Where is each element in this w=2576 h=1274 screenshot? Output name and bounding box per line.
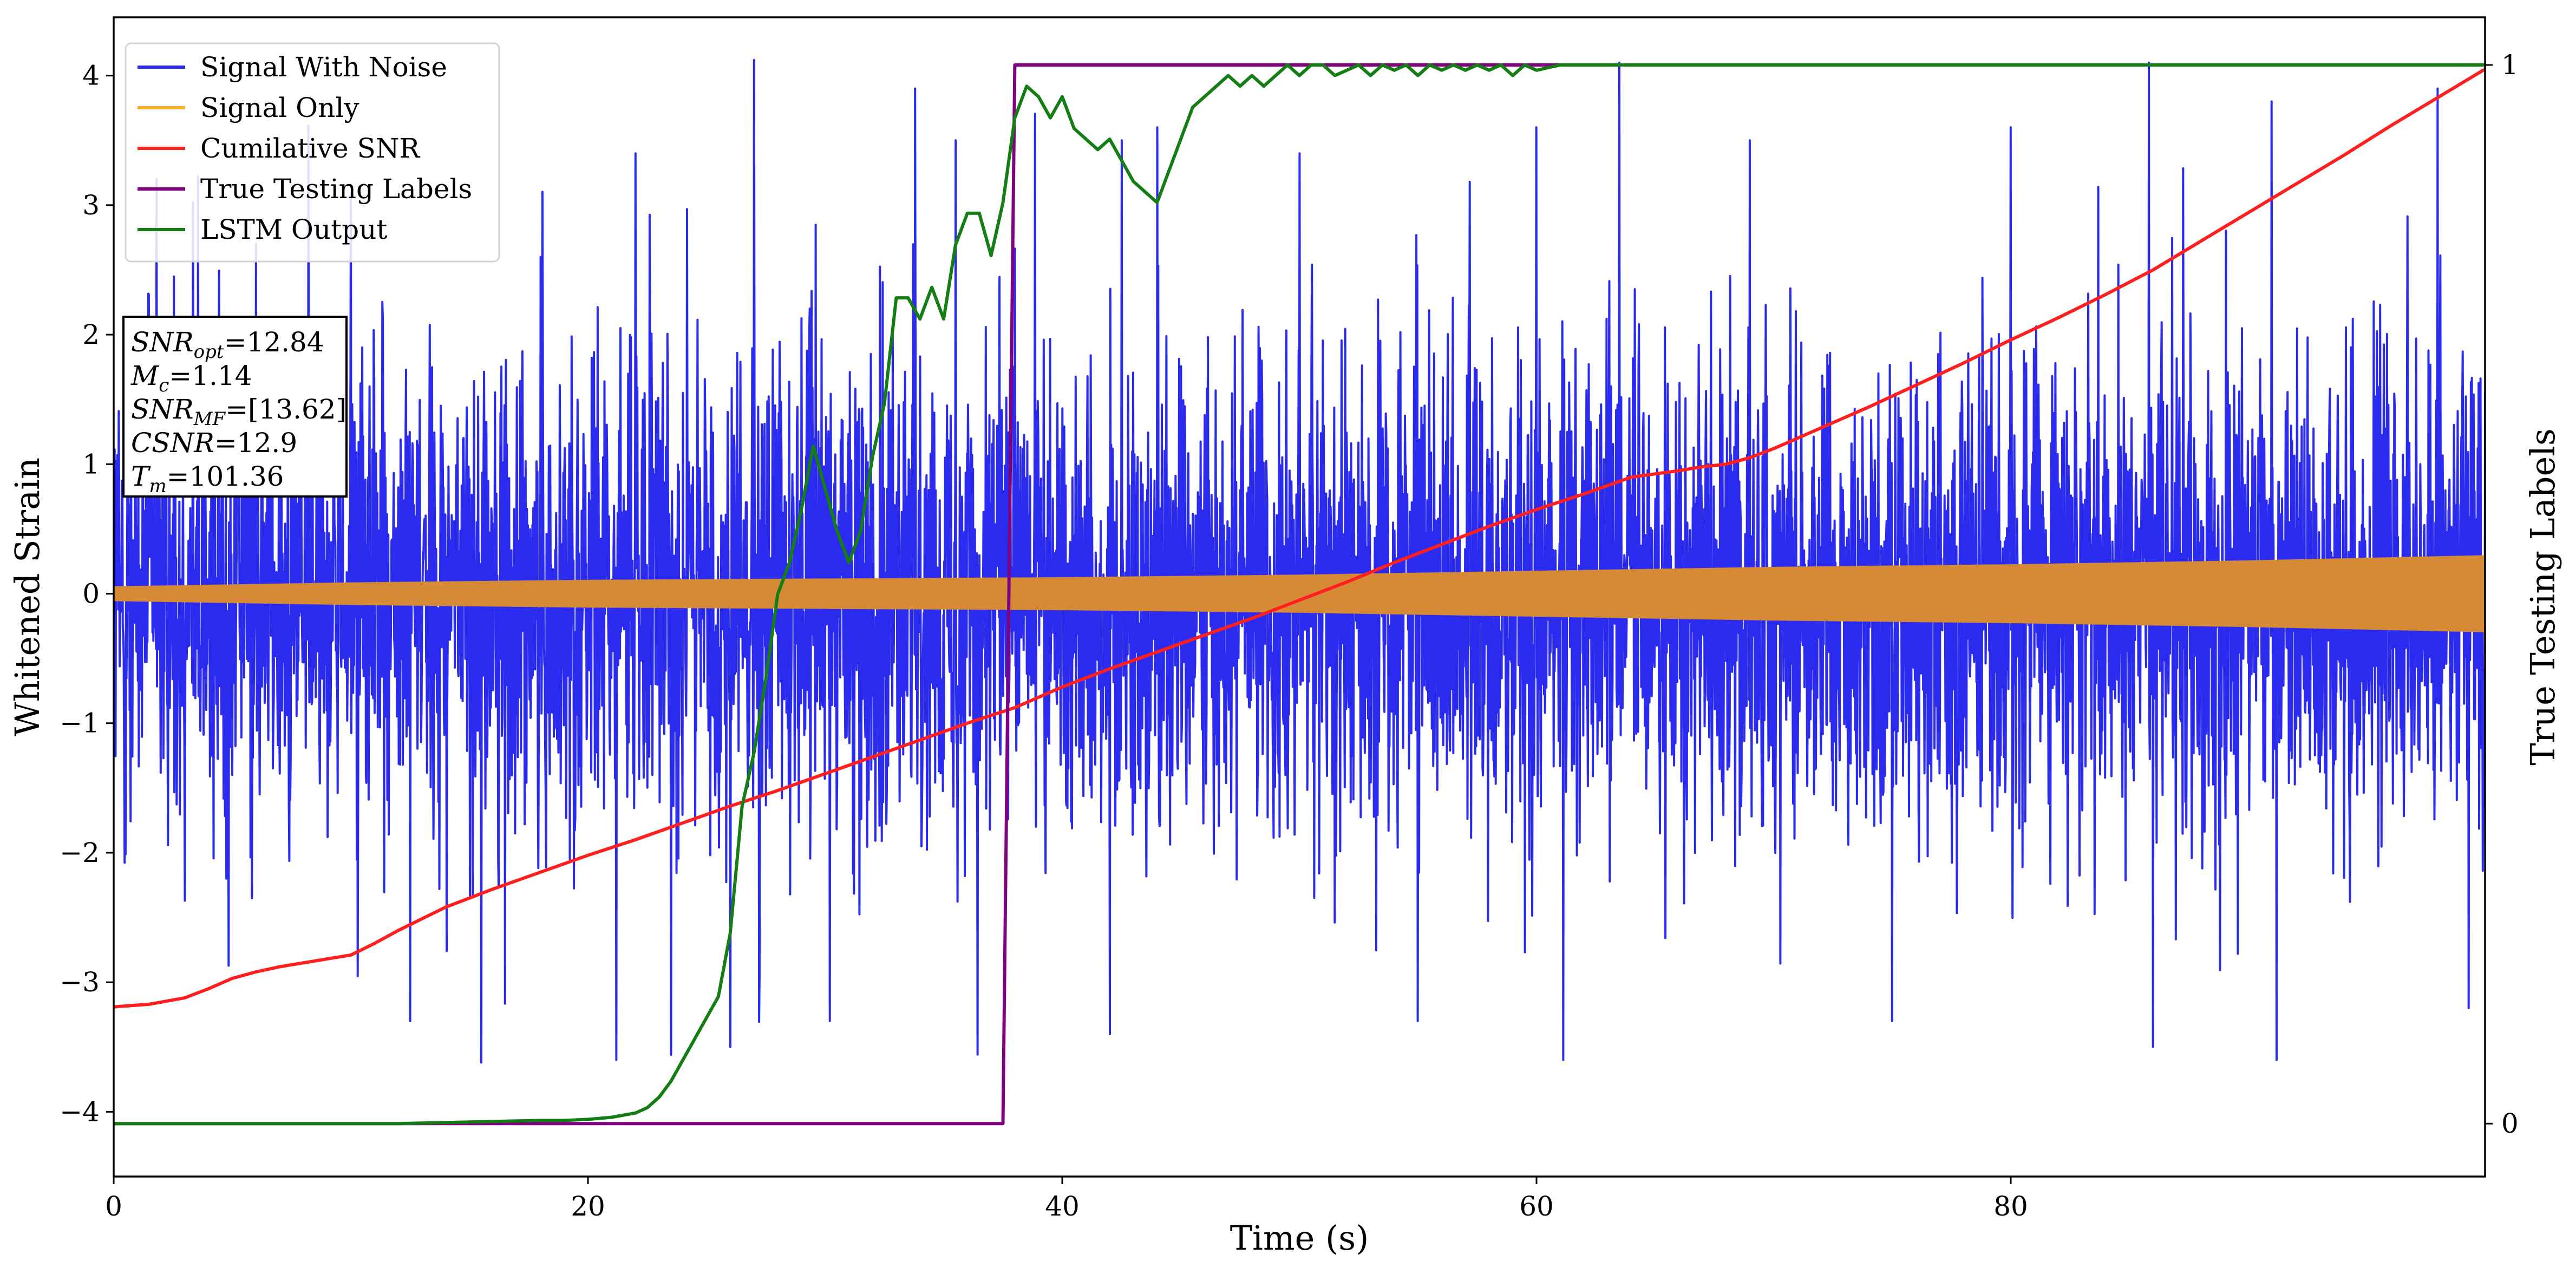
legend: Signal With Noise Signal Only Cumilative S… bbox=[125, 42, 500, 263]
annotation-value: =12.9 bbox=[214, 427, 297, 459]
annotation-subscript: opt bbox=[194, 341, 224, 363]
annotation-line: CSNR=12.9 bbox=[131, 427, 297, 459]
x-tick-label: 0 bbox=[105, 1191, 122, 1222]
y2-tick-label: 1 bbox=[2501, 49, 2519, 81]
annotation-value: =12.84 bbox=[224, 326, 324, 358]
y-tick-label: −2 bbox=[60, 837, 100, 868]
y-tick-label: −3 bbox=[60, 966, 100, 998]
x-tick-label: 60 bbox=[1519, 1191, 1554, 1222]
y-tick-label: −1 bbox=[60, 708, 100, 739]
x-tick-label: 80 bbox=[1993, 1191, 2028, 1222]
annotation-line: Tm=101.36 bbox=[131, 461, 284, 497]
annotation-value: =101.36 bbox=[167, 461, 284, 492]
annotation-symbol: M bbox=[130, 360, 160, 391]
y-tick-label: 1 bbox=[82, 448, 100, 480]
annotation-symbol: SNR bbox=[131, 394, 194, 425]
annotation-subscript: MF bbox=[193, 408, 226, 430]
y-tick-label: 4 bbox=[82, 60, 100, 92]
legend-label: Signal With Noise bbox=[200, 51, 447, 83]
y-tick-label: 3 bbox=[82, 190, 100, 221]
annotation-value: =[13.62] bbox=[225, 394, 346, 425]
y-tick-label: 2 bbox=[82, 319, 100, 350]
plot-area bbox=[114, 58, 2485, 1126]
series-signal-with-noise bbox=[114, 58, 2485, 1064]
legend-label: LSTM Output bbox=[200, 214, 387, 245]
x-tick-label: 40 bbox=[1045, 1191, 1080, 1222]
legend-label: Cumilative SNR bbox=[200, 133, 420, 164]
annotation-line: Mc=1.14 bbox=[130, 360, 252, 396]
annotation-symbol: CSNR bbox=[131, 427, 214, 459]
annotation-symbol: T bbox=[131, 461, 151, 492]
legend-label: Signal Only bbox=[200, 92, 359, 123]
annotation-subscript: c bbox=[159, 375, 169, 396]
y2-axis-label: True Testing Labels bbox=[2523, 428, 2562, 766]
axes-frame bbox=[113, 16, 2486, 1178]
series-signal-only bbox=[114, 555, 2485, 669]
y-axis-label: Whitened Strain bbox=[8, 458, 47, 736]
annotation-subscript: m bbox=[149, 475, 166, 497]
x-axis-label: Time (s) bbox=[1230, 1218, 1369, 1258]
annotation-frame bbox=[122, 316, 348, 498]
y2-tick-label: 0 bbox=[2501, 1108, 2519, 1139]
legend-label: True Testing Labels bbox=[200, 173, 472, 205]
series-cumilative-snr bbox=[114, 68, 2485, 1009]
legend-frame bbox=[125, 42, 500, 263]
annotation-box: SNRopt=12.84Mc=1.14SNRMF=[13.62]CSNR=12.… bbox=[122, 316, 348, 498]
series-lstm-output bbox=[114, 63, 2485, 1126]
annotation-line: SNRopt=12.84 bbox=[131, 326, 324, 363]
x-tick-label: 20 bbox=[571, 1191, 605, 1222]
annotation-line: SNRMF=[13.62] bbox=[131, 394, 346, 430]
y-tick-label: −4 bbox=[60, 1096, 100, 1127]
y-tick-label: 0 bbox=[82, 578, 100, 610]
annotation-symbol: SNR bbox=[131, 326, 194, 358]
annotation-value: =1.14 bbox=[169, 360, 252, 391]
